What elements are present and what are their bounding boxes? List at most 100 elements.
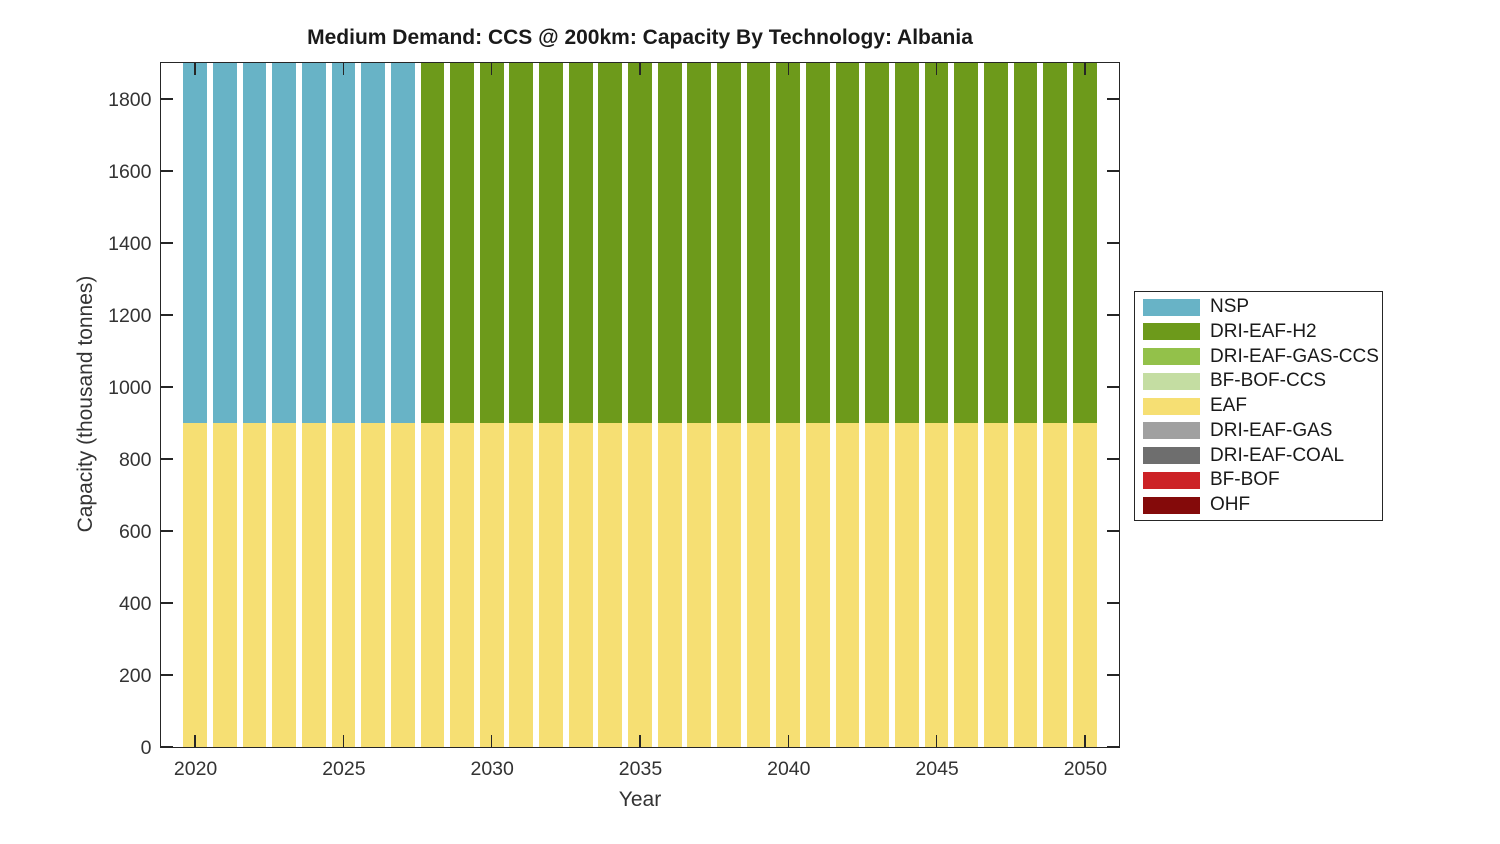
y-tick-left [161,458,173,460]
legend-label: NSP [1210,296,1250,317]
y-tick-left [161,242,173,244]
bar-segment-dri-eaf-h2-2032 [539,63,563,423]
bar-segment-dri-eaf-h2-2036 [657,63,682,423]
y-tick-label: 1400 [108,232,152,255]
bar-segment-nsp-2027 [390,63,415,423]
bar-segment-eaf-2046 [954,423,979,747]
bar-segment-eaf-2043 [865,423,890,747]
legend-label: BF-BOF-CCS [1210,370,1327,392]
bar-segment-dri-eaf-h2-2043 [865,63,890,423]
bar-segment-eaf-2038 [717,423,741,747]
x-tick-bottom [787,735,790,747]
bar-segment-dri-eaf-h2-2038 [717,63,741,423]
bar-segment-dri-eaf-h2-2040 [776,63,801,423]
bar-segment-eaf-2047 [984,423,1008,747]
legend-swatch-eaf [1143,397,1200,415]
bar-segment-eaf-2020 [183,423,207,747]
bar-segment-dri-eaf-h2-2050 [1073,63,1097,423]
legend-label: DRI-EAF-GAS [1210,419,1333,441]
legend-swatch-bf-bof-ccs [1143,372,1200,390]
bar-segment-eaf-2032 [539,423,563,747]
chart-title: Medium Demand: CCS @ 200km: Capacity By … [307,26,973,49]
bar-segment-nsp-2024 [301,63,326,423]
y-tick-right [1107,314,1119,316]
legend-label: OHF [1210,494,1251,515]
bar-segment-eaf-2021 [212,423,237,747]
bar-segment-eaf-2026 [361,423,385,747]
bar-segment-eaf-2025 [331,423,356,747]
legend: NSP DRI-EAF-H2 DRI-EAF-GAS-CCS BF-BOF-CCS EA… [1134,291,1383,521]
y-tick-label: 1800 [108,88,152,111]
y-tick-label: 1000 [108,376,152,399]
bar-segment-eaf-2039 [746,423,771,747]
bar-segment-eaf-2049 [1043,423,1068,747]
y-tick-right [1107,170,1119,172]
bar-segment-dri-eaf-h2-2044 [895,63,919,423]
legend-swatch-nsp [1143,298,1200,316]
bar-segment-dri-eaf-h2-2033 [568,63,593,423]
bar-segment-dri-eaf-h2-2041 [806,63,830,423]
x-tick-top [194,63,196,75]
bar-segment-eaf-2028 [420,423,445,747]
x-tick-bottom [490,735,493,747]
bar-segment-eaf-2033 [568,423,593,747]
y-tick-label: 400 [118,592,152,615]
bar-segment-eaf-2030 [479,423,504,747]
bar-segment-nsp-2025 [331,63,356,423]
bar-segment-dri-eaf-h2-2030 [479,63,504,423]
x-tick-label: 2045 [915,757,959,780]
legend-swatch-dri-eaf-coal [1143,447,1200,464]
bar-segment-eaf-2040 [776,423,801,747]
y-tick-label: 1200 [108,304,152,327]
y-tick-left [161,602,173,604]
legend-row-ohf: OHF [1135,494,1382,515]
bar-segment-eaf-2042 [835,423,860,747]
y-tick-label: 200 [118,664,152,687]
y-tick-left [161,746,173,747]
y-tick-label: 600 [118,520,152,543]
bar-segment-dri-eaf-h2-2037 [687,63,712,423]
y-tick-label: 0 [140,736,152,759]
x-tick-top [490,63,493,75]
bar-segment-nsp-2026 [361,63,385,423]
legend-row-dri-eaf-coal: DRI-EAF-COAL [1135,444,1382,466]
bar-segment-dri-eaf-h2-2039 [746,63,771,423]
x-tick-bottom [1084,735,1086,747]
legend-swatch-dri-eaf-gas [1143,422,1200,440]
bar-segment-nsp-2023 [272,63,296,423]
legend-row-bf-bof: BF-BOF [1135,469,1382,490]
y-tick-right [1107,98,1119,100]
x-tick-bottom [342,735,345,747]
bar-segment-eaf-2027 [390,423,415,747]
bar-segment-dri-eaf-h2-2045 [924,63,949,423]
bar-segment-dri-eaf-h2-2046 [954,63,979,423]
legend-row-dri-eaf-h2: DRI-EAF-H2 [1135,321,1382,342]
legend-label: EAF [1210,395,1247,416]
legend-label: DRI-EAF-GAS-CCS [1210,345,1379,367]
bar-segment-dri-eaf-h2-2029 [450,63,474,423]
legend-row-dri-eaf-gas-ccs: DRI-EAF-GAS-CCS [1135,345,1382,367]
legend-swatch-bf-bof [1143,471,1200,489]
x-tick-bottom [194,735,196,747]
x-tick-top [639,63,641,75]
bar-segment-eaf-2037 [687,423,712,747]
x-tick-bottom [639,735,641,747]
y-tick-left [161,170,173,172]
bar-segment-eaf-2031 [509,423,534,747]
y-tick-left [161,530,173,532]
x-tick-label: 2050 [1063,757,1108,780]
legend-swatch-ohf [1143,496,1200,514]
legend-row-bf-bof-ccs: BF-BOF-CCS [1135,370,1382,392]
bar-segment-dri-eaf-h2-2048 [1013,63,1038,423]
bar-segment-eaf-2036 [657,423,682,747]
bar-segment-eaf-2023 [272,423,296,747]
x-tick-label: 2040 [767,757,811,780]
legend-swatch-dri-eaf-h2 [1143,323,1200,341]
y-tick-label: 1600 [108,160,152,183]
bar-segment-dri-eaf-h2-2034 [598,63,623,423]
y-tick-right [1107,602,1119,604]
bar-segment-eaf-2041 [806,423,830,747]
bar-segment-nsp-2021 [212,63,237,423]
legend-label: DRI-EAF-COAL [1210,444,1345,466]
